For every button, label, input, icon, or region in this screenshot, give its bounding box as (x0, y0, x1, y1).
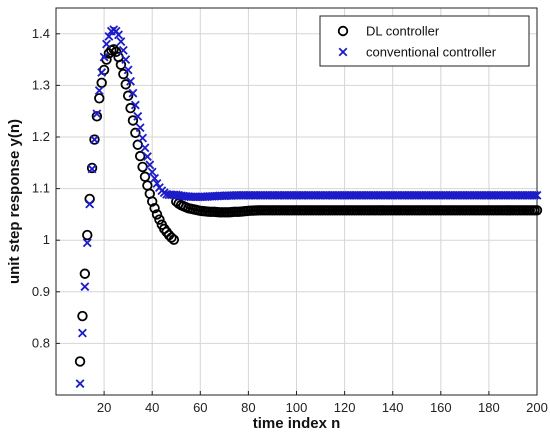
data-point (78, 328, 87, 338)
data-point (118, 68, 129, 80)
y-tick-label: 1 (43, 232, 50, 247)
data-point (122, 90, 134, 101)
data-point (116, 37, 126, 46)
data-point (110, 46, 122, 58)
data-point (130, 100, 140, 110)
data-point (140, 143, 150, 153)
data-point (85, 199, 95, 209)
x-tick-label: 160 (430, 400, 452, 415)
data-point (86, 162, 98, 174)
data-point (87, 164, 97, 174)
series-conventional-controller (75, 25, 542, 389)
data-point (80, 282, 90, 292)
data-point (89, 134, 100, 145)
data-point (149, 203, 160, 214)
data-point (137, 161, 148, 173)
data-point (99, 52, 109, 62)
data-point (166, 232, 177, 243)
legend-label: conventional controller (366, 45, 497, 60)
data-point (151, 209, 163, 220)
series-dl-controller (74, 44, 543, 367)
grid-lines (56, 8, 538, 395)
y-tick-label: 1.4 (32, 26, 50, 41)
legend-label: DL controller (366, 24, 440, 39)
x-tick-label: 100 (286, 400, 308, 415)
data-point (121, 55, 131, 65)
data-point (145, 160, 155, 170)
data-point (532, 190, 542, 200)
data-point (138, 133, 148, 143)
data-point (128, 88, 138, 98)
data-point (531, 205, 543, 216)
data-point (97, 68, 107, 77)
data-point (130, 127, 141, 139)
data-point (102, 39, 111, 49)
legend: DL controller conventional controller (319, 15, 530, 67)
data-point (108, 44, 119, 55)
data-point (168, 234, 180, 245)
data-point (79, 268, 91, 279)
legend-box (319, 15, 530, 67)
y-tick-label: 0.8 (32, 335, 50, 350)
y-tick-label: 0.9 (32, 284, 50, 299)
y-tick-label: 1.2 (32, 129, 50, 144)
x-axis-title: time index n (253, 415, 341, 432)
data-point (94, 93, 105, 104)
x-tick-label: 20 (97, 400, 111, 415)
x-tick-label: 40 (145, 400, 159, 415)
data-point (133, 111, 143, 121)
axis-ticks: 20 40 60 80 100 120 140 160 180 200 0.8 0.9 1 1.1 1.2 1… (32, 26, 548, 415)
data-point (146, 196, 158, 207)
data-point (82, 229, 93, 241)
data-point (114, 30, 123, 40)
x-tick-label: 140 (382, 400, 404, 415)
data-point (120, 79, 131, 90)
data-point (134, 150, 146, 162)
data-point (530, 190, 540, 200)
x-tick-label: 200 (526, 400, 548, 415)
data-point (147, 167, 157, 177)
data-point (154, 214, 165, 225)
y-axis-title: unit step response y(n) (6, 119, 23, 284)
data-point (125, 102, 136, 114)
data-point (91, 111, 103, 122)
x-tick-label: 120 (334, 400, 356, 415)
data-point (104, 31, 114, 41)
data-series (74, 25, 543, 389)
data-point (123, 65, 133, 75)
x-tick-label: 60 (193, 400, 207, 415)
x-tick-label: 180 (478, 400, 500, 415)
legend-marker (338, 47, 348, 57)
y-tick-label: 1.1 (32, 181, 50, 196)
data-point (152, 179, 162, 188)
y-tick-label: 1.3 (32, 77, 50, 92)
data-point (126, 76, 135, 86)
data-point (92, 109, 102, 119)
data-point (75, 379, 85, 389)
data-point (115, 59, 127, 70)
x-tick-label: 80 (241, 400, 255, 415)
data-point (139, 171, 151, 182)
data-point (82, 238, 92, 248)
data-point (150, 173, 160, 183)
data-point (127, 115, 139, 126)
data-point (94, 86, 104, 95)
data-point (90, 135, 99, 145)
data-point (118, 45, 128, 55)
data-point (77, 310, 88, 322)
data-point (142, 152, 152, 162)
data-point (135, 123, 145, 133)
legend-marker (337, 25, 349, 37)
data-point (74, 356, 86, 367)
